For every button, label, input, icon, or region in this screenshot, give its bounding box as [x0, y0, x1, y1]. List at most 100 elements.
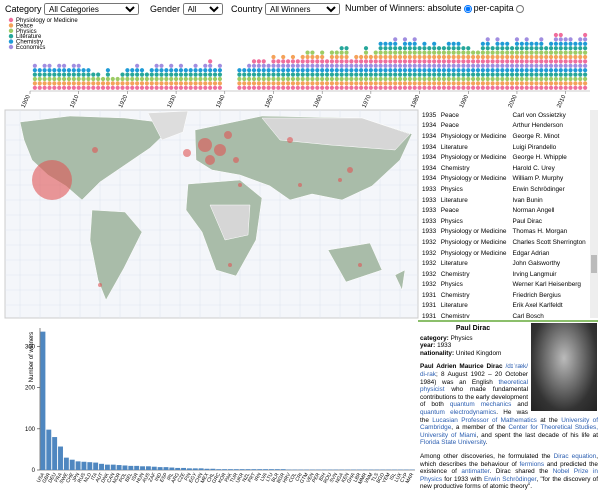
winner-dot [330, 81, 334, 85]
winner-dot [305, 73, 309, 77]
y-tick-label: 200 [25, 386, 36, 392]
bar [123, 465, 128, 470]
winner-dot [456, 42, 460, 46]
winner-dot [47, 81, 51, 85]
bio-link[interactable]: Lucasian Professor of Mathematics [432, 417, 537, 424]
winner-dot [218, 68, 222, 72]
winner-dot [559, 86, 563, 90]
bar [210, 469, 215, 470]
winner-dot [383, 64, 387, 68]
winner-dot [403, 86, 407, 90]
winner-dot [564, 37, 568, 41]
bar [193, 468, 198, 470]
winner-dot [573, 81, 577, 85]
winner-dot [374, 55, 378, 59]
winner-dot [466, 46, 470, 50]
country-circle [92, 147, 98, 153]
winner-dot [466, 68, 470, 72]
winner-dot [86, 77, 90, 81]
winner-dot [393, 68, 397, 72]
winner-dot [437, 77, 441, 81]
bio-link[interactable]: quantum electrodynamics [420, 409, 496, 416]
bio-link[interactable]: fermions [520, 461, 545, 468]
winner-dot [486, 37, 490, 41]
winner-dot [189, 86, 193, 90]
winner-dot [281, 77, 285, 81]
winner-dot [267, 81, 271, 85]
name-cell: Friedrich Bergius [511, 290, 590, 301]
winner-dot [77, 68, 81, 72]
winner-dot [515, 86, 519, 90]
winner-dot [466, 59, 470, 63]
winner-dot [583, 46, 587, 50]
winner-dot [452, 42, 456, 46]
winner-dot [432, 64, 436, 68]
winner-dot [374, 81, 378, 85]
winner-dot [247, 86, 251, 90]
winner-dot [510, 51, 514, 55]
winner-dot [432, 55, 436, 59]
winner-dot [505, 51, 509, 55]
bio-text-run: Paul Adrien Maurice Dirac [420, 363, 503, 370]
bio-link[interactable]: Erwin Schrödinger [484, 476, 536, 483]
bio-link[interactable]: Florida State University [420, 439, 486, 446]
winner-dot [568, 73, 572, 77]
winner-dot [505, 55, 509, 59]
bio-link[interactable]: quantum mechanics [450, 401, 511, 408]
winner-dot [257, 59, 261, 63]
bio-link[interactable]: Dirac equation [554, 453, 597, 460]
winner-dot [568, 68, 572, 72]
winner-dot [471, 86, 475, 90]
year-cell: 1931 [420, 301, 439, 312]
winner-dot [408, 64, 412, 68]
winner-dot [520, 46, 524, 50]
winner-dot [344, 59, 348, 63]
name-cell: Paul Dirac [511, 216, 590, 227]
winner-dot [257, 86, 261, 90]
winner-dot [257, 68, 261, 72]
winner-dot [257, 73, 261, 77]
scroll-thumb[interactable] [591, 255, 597, 273]
scrollbar[interactable] [590, 110, 598, 318]
winner-dot [500, 68, 504, 72]
winner-dot [237, 86, 241, 90]
winner-dot [573, 46, 577, 50]
winner-dot [189, 73, 193, 77]
winner-dot [549, 77, 553, 81]
winner-dot [120, 77, 124, 81]
winner-dot [578, 77, 582, 81]
winner-dot [452, 81, 456, 85]
winner-dot [388, 86, 392, 90]
winner-dot [52, 77, 56, 81]
winner-dot [325, 59, 329, 63]
winner-dot [271, 77, 275, 81]
winner-dot [427, 68, 431, 72]
winner-dot [218, 86, 222, 90]
winner-dot [525, 68, 529, 72]
winner-dot [252, 86, 256, 90]
winner-dot [456, 81, 460, 85]
winner-dot [486, 68, 490, 72]
winner-dot [364, 59, 368, 63]
bio-link[interactable]: antimatter [461, 468, 489, 475]
